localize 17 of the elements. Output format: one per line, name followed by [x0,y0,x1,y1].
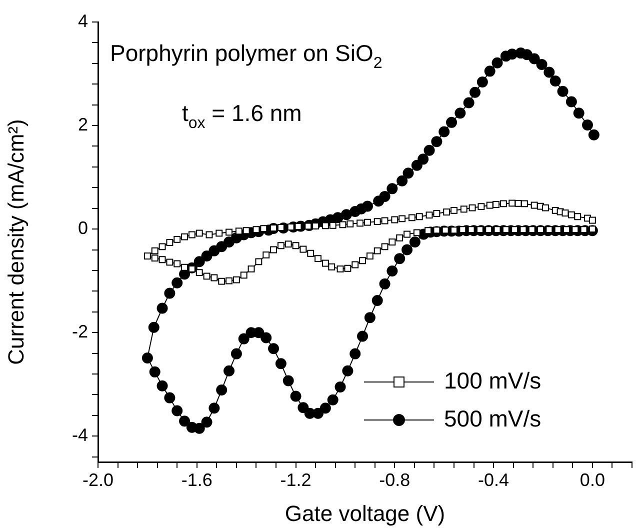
x-tick-label: -1.6 [181,470,212,490]
x-tick-label: -0.8 [379,470,410,490]
y-tick-label: 4 [78,10,88,31]
x-tick-label: -1.2 [280,470,312,490]
y-tick-label: -4 [72,425,88,446]
legend-label: 500 mV/s [444,405,542,432]
annotation: t$_{ox}$ = 1.6 nm [182,100,302,133]
x-tick-label: 0.0 [580,470,605,490]
legend-label: 100 mV/s [444,367,542,394]
y-tick-label: 0 [78,218,88,238]
x-tick-label: -2.0 [82,470,114,490]
y-axis-title: Current density (mA/cm²) [3,119,28,365]
y-tick-label: 2 [78,114,88,134]
x-tick-label: -0.4 [478,470,510,490]
x-axis-title: Gate voltage (V) [284,500,446,526]
annotation: Porphyrin polymer on SiO$_{2}$ [110,40,382,73]
y-tick-label: -2 [72,322,88,342]
